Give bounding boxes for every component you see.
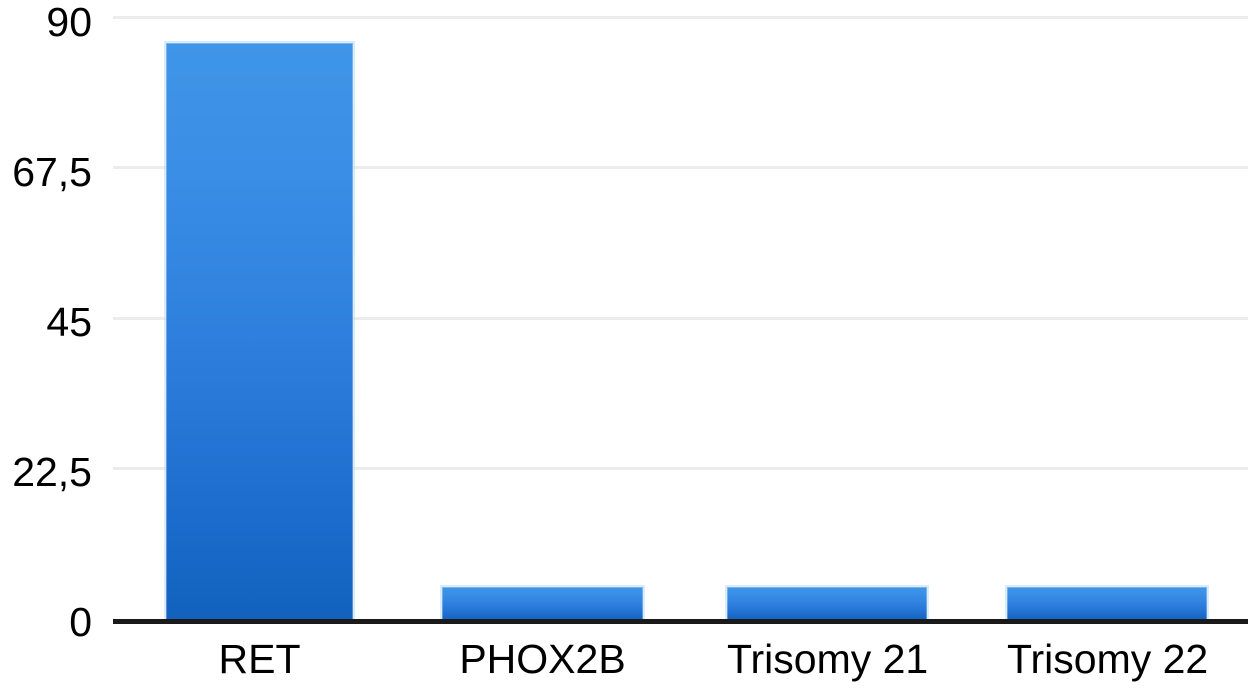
y-axis-tick-label-45: 45 [46, 299, 92, 345]
bar-trisomy-22[interactable] [1005, 585, 1209, 621]
y-axis-tick-label-0: 0 [69, 599, 92, 645]
x-axis-tick-label-trisomy-21: Trisomy 21 [727, 636, 929, 682]
bar-trisomy-21[interactable] [725, 585, 929, 621]
bar-phox2b[interactable] [440, 585, 645, 621]
x-axis-tick-label-trisomy-22: Trisomy 22 [1007, 636, 1209, 682]
gridline-45 [113, 317, 1248, 320]
gridline-67-5 [113, 166, 1248, 169]
gridline-90 [113, 16, 1248, 19]
y-axis-tick-label-67-5: 67,5 [12, 149, 92, 195]
x-axis-line [113, 619, 1248, 624]
x-axis-tick-label-phox2b: PHOX2B [459, 636, 626, 682]
y-axis-tick-label-90: 90 [46, 0, 92, 45]
bar-ret[interactable] [164, 41, 355, 621]
y-axis-tick-label-22-5: 22,5 [12, 449, 92, 495]
gridline-22-5 [113, 467, 1248, 470]
x-axis-tick-label-ret: RET [218, 636, 301, 682]
